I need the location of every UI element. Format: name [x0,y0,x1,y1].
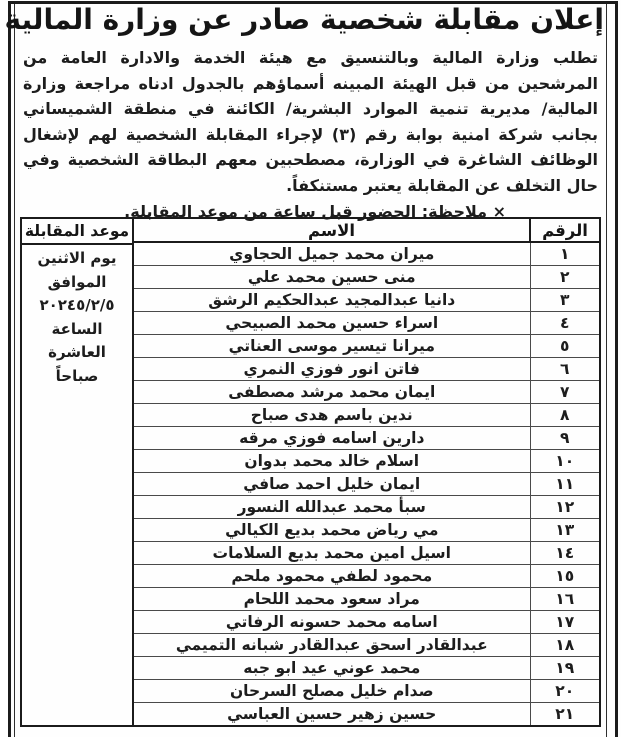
table-row: ٦ فاتن انور فوزي النمري [132,357,601,381]
table-row: ١٥ محمود لطفي محمود ملحم [132,564,601,588]
row-name-cell: سبأ محمد عبدالله النسور [132,495,531,519]
table-row: ١٨ عبدالقادر اسحق عبدالقادر شبانه التميم… [132,633,601,657]
row-number-cell: ١١ [529,472,601,496]
row-number-cell: ١٨ [529,633,601,657]
announcement-content: إعلان مقابلة شخصية صادر عن وزارة المالية… [4,0,605,223]
appointment-date-cell: يوم الاثنين الموافق ٢٠٢٤٥/٢/٥ الساعة الع… [22,245,132,725]
row-name-cell: دانيا عبدالمجيد عبدالحكيم الرشق [132,288,531,312]
row-number-cell: ١٥ [529,564,601,588]
table-row: ٢٠ صدام خليل مصلح السرحان [132,679,601,703]
row-name-cell: فاتن انور فوزي النمري [132,357,531,381]
table-row: ١٣ مي رياض محمد بديع الكيالي [132,518,601,542]
appointment-date-line: العاشرة [48,343,106,361]
header-name: الاسم [132,217,531,243]
table-row: ٣ دانيا عبدالمجيد عبدالحكيم الرشق [132,288,601,312]
row-name-cell: اسامه محمد حسونه الرفاتي [132,610,531,634]
candidates-roster: الرقم الاسم ١ ميران محمد جميل الحجاوي ٢ … [20,217,601,727]
row-number-cell: ١٠ [529,449,601,473]
row-name-cell: منى حسين محمد علي [132,265,531,289]
table-row: ٧ ايمان محمد مرشد مصطفى [132,380,601,404]
announcement-title: إعلان مقابلة شخصية صادر عن وزارة المالية [4,3,605,36]
row-number-cell: ٩ [529,426,601,450]
row-number-cell: ١٩ [529,656,601,680]
appointment-date-line: صباحاً [55,366,99,385]
table-row: ٩ دارين اسامه فوزي مرقه [132,426,601,450]
table-row: ٢١ حسين زهير حسين العباسي [132,702,601,727]
row-name-cell: دارين اسامه فوزي مرقه [132,426,531,450]
table-row: ١١ ايمان خليل احمد صافي [132,472,601,496]
appointment-date-line: ٢٠٢٤٥/٢/٥ [39,296,115,314]
row-number-cell: ٣ [529,288,601,312]
appointment-date-line: الساعة [51,319,103,338]
row-number-cell: ١٢ [529,495,601,519]
row-name-cell: حسين زهير حسين العباسي [132,702,531,727]
row-name-cell: اسلام خالد محمد بدوان [132,449,531,473]
row-number-cell: ١ [529,241,601,266]
row-name-cell: ميران محمد جميل الحجاوي [132,241,531,266]
row-name-cell: عبدالقادر اسحق عبدالقادر شبانه التميمي [132,633,531,657]
row-number-cell: ٥ [529,334,601,358]
table-header-row: الرقم الاسم [132,217,601,243]
table-row: ١٤ اسيل امين محمد بديع السلامات [132,541,601,565]
row-number-cell: ٢ [529,265,601,289]
appointment-column: موعد المقابلة يوم الاثنين الموافق ٢٠٢٤٥/… [20,217,132,727]
row-name-cell: صدام خليل مصلح السرحان [132,679,531,703]
row-name-cell: اسيل امين محمد بديع السلامات [132,541,531,565]
row-number-cell: ٢١ [529,702,601,727]
header-number: الرقم [529,217,601,243]
table-row: ٤ اسراء حسين محمد الصبيحي [132,311,601,335]
appointment-date-line: الموافق [47,272,107,291]
row-number-cell: ١٣ [529,518,601,542]
row-name-cell: ايمان خليل احمد صافي [132,472,531,496]
row-number-cell: ٤ [529,311,601,335]
announcement-body: تطلب وزارة المالية وبالتنسيق مع هيئة الخ… [23,48,598,195]
row-name-cell: مي رياض محمد بديع الكيالي [132,518,531,542]
row-number-cell: ١٧ [529,610,601,634]
table-row: ١ ميران محمد جميل الحجاوي [132,241,601,266]
table-row: ٨ ندين باسم هدى صباح [132,403,601,427]
row-number-cell: ١٤ [529,541,601,565]
row-number-cell: ٢٠ [529,679,601,703]
table-row: ١٢ سبأ محمد عبدالله النسور [132,495,601,519]
table-row: ١٠ اسلام خالد محمد بدوان [132,449,601,473]
row-number-cell: ٦ [529,357,601,381]
row-number-cell: ٧ [529,380,601,404]
table-row: ١٧ اسامه محمد حسونه الرفاتي [132,610,601,634]
row-number-cell: ٨ [529,403,601,427]
table-row: ١٩ محمد عوني عيد ابو جبه [132,656,601,680]
table-row: ٥ ميرانا تيسير موسى العناتي [132,334,601,358]
appointment-date-line: يوم الاثنين [37,249,117,267]
table-row: ١٦ مراد سعود محمد اللحام [132,587,601,611]
announcement-note: × ملاحظة: الحضور قبل ساعة من موعد المقاب… [124,202,506,221]
row-number-cell: ١٦ [529,587,601,611]
row-name-cell: مراد سعود محمد اللحام [132,587,531,611]
header-appointment: موعد المقابلة [22,219,132,245]
row-name-cell: ميرانا تيسير موسى العناتي [132,334,531,358]
row-name-cell: اسراء حسين محمد الصبيحي [132,311,531,335]
table-row: ٢ منى حسين محمد علي [132,265,601,289]
row-name-cell: ايمان محمد مرشد مصطفى [132,380,531,404]
row-name-cell: محمود لطفي محمود ملحم [132,564,531,588]
candidates-table: الرقم الاسم ١ ميران محمد جميل الحجاوي ٢ … [132,217,601,727]
row-name-cell: محمد عوني عيد ابو جبه [132,656,531,680]
row-name-cell: ندين باسم هدى صباح [132,403,531,427]
